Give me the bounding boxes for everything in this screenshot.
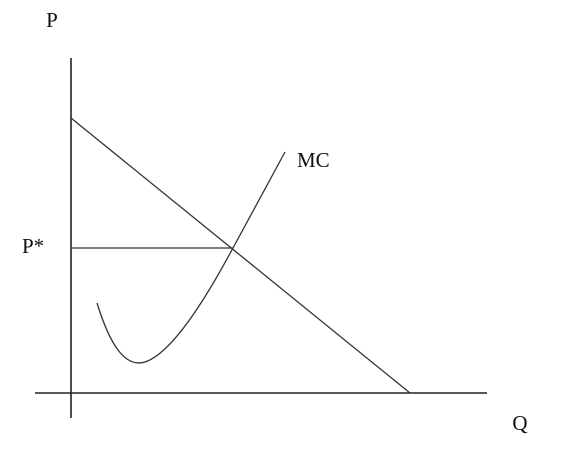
y-axis-label: P (46, 8, 58, 32)
curve-label: MC (297, 148, 330, 172)
price-label: P* (22, 234, 44, 258)
mc-curve (96, 151, 286, 364)
demand-line (70, 117, 411, 394)
x-axis-label: Q (512, 411, 527, 435)
